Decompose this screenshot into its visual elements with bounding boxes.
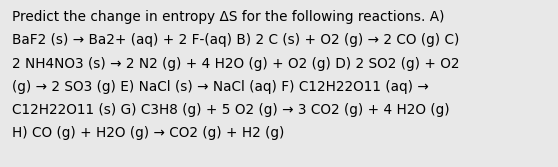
- Text: (g) → 2 SO3 (g) E) NaCl (s) → NaCl (aq) F) C12H22O11 (aq) →: (g) → 2 SO3 (g) E) NaCl (s) → NaCl (aq) …: [12, 80, 429, 94]
- Text: BaF2 (s) → Ba2+ (aq) + 2 F-(aq) B) 2 C (s) + O2 (g) → 2 CO (g) C): BaF2 (s) → Ba2+ (aq) + 2 F-(aq) B) 2 C (…: [12, 33, 459, 47]
- Text: C12H22O11 (s) G) C3H8 (g) + 5 O2 (g) → 3 CO2 (g) + 4 H2O (g): C12H22O11 (s) G) C3H8 (g) + 5 O2 (g) → 3…: [12, 103, 450, 117]
- Text: H) CO (g) + H2O (g) → CO2 (g) + H2 (g): H) CO (g) + H2O (g) → CO2 (g) + H2 (g): [12, 126, 285, 140]
- Text: Predict the change in entropy ΔS for the following reactions. A): Predict the change in entropy ΔS for the…: [12, 10, 445, 24]
- Text: 2 NH4NO3 (s) → 2 N2 (g) + 4 H2O (g) + O2 (g) D) 2 SO2 (g) + O2: 2 NH4NO3 (s) → 2 N2 (g) + 4 H2O (g) + O2…: [12, 57, 459, 71]
